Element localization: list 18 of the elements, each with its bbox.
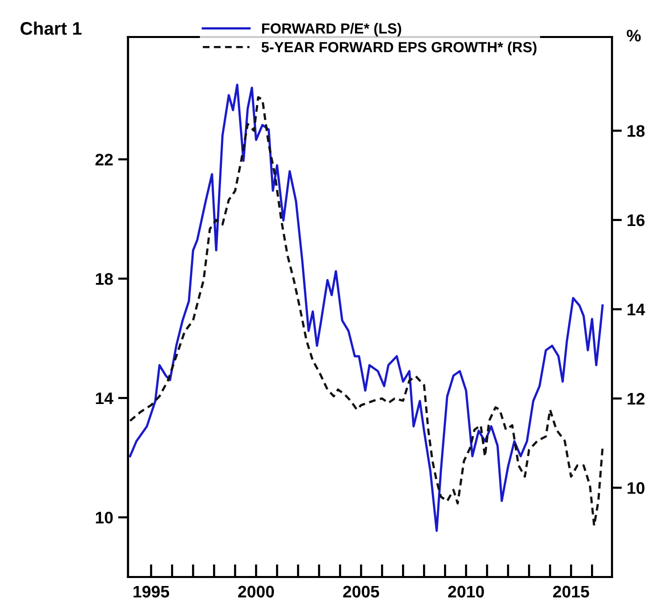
- x-tick-label: 2015: [553, 586, 590, 598]
- y-tick-label: 18: [96, 273, 113, 285]
- x-tick-label: 2010: [448, 586, 484, 598]
- x-tick-label: 2005: [343, 586, 380, 598]
- y2-axis-title: %: [626, 30, 641, 42]
- y2-tick-label: 14: [628, 304, 646, 316]
- y-tick-label: 10: [96, 512, 113, 524]
- y2-tick-label: 18: [628, 125, 645, 137]
- x-tick-label: 2000: [238, 586, 274, 598]
- x-tick-label: 1995: [134, 586, 170, 598]
- legend-label: FORWARD P/E* (LS): [262, 22, 402, 37]
- y2-tick-label: 10: [628, 482, 644, 494]
- y-tick-label: 14: [96, 392, 114, 404]
- y-tick-label: 22: [95, 154, 113, 166]
- y2-tick-label: 12: [628, 392, 644, 405]
- chart-title: Chart 1: [20, 22, 82, 35]
- legend-label: 5-YEAR FORWARD EPS GROWTH* (RS): [262, 42, 536, 56]
- y2-tick-label: 16: [628, 214, 645, 226]
